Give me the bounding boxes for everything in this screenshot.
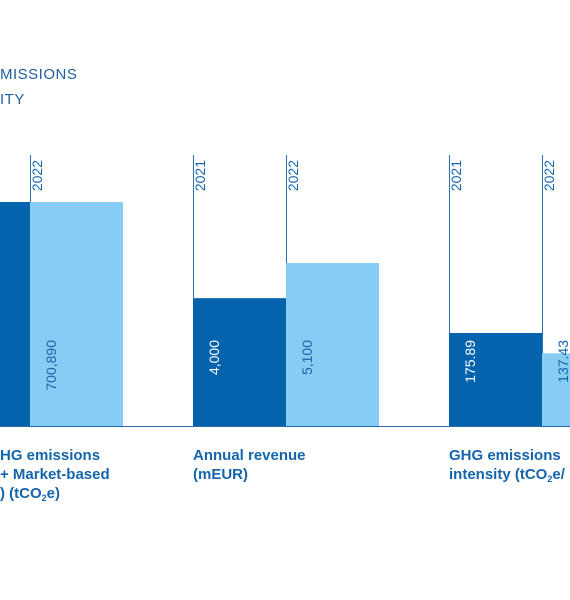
caption-line: GHG emissions [449, 447, 561, 464]
year-label: 2021 [448, 160, 464, 191]
year-label: 2021 [192, 160, 208, 191]
group-caption: GHG emissions intensity (tCO2e/ [449, 446, 565, 484]
value-label: 137.43 [555, 340, 570, 383]
caption-line: Annual revenue [193, 447, 306, 464]
value-label: 4,000 [206, 340, 222, 375]
year-label: 2022 [29, 160, 45, 191]
bar-2022 [30, 202, 123, 426]
bar-2021 [449, 333, 542, 426]
bar-2022 [542, 353, 570, 426]
caption-line: intensity (tCO2e/ [449, 466, 565, 484]
caption-line: HG emissions [0, 447, 101, 464]
bar-2021 [0, 202, 30, 426]
group-caption: HG emissions + Market-based ) (tCO2e) [0, 446, 110, 503]
group-caption: Annual revenue (mEUR) [193, 446, 306, 484]
value-label: 5,100 [299, 340, 315, 375]
caption-line: ) (tCO2e) [0, 485, 61, 503]
bar-2021 [193, 298, 286, 426]
chart-title-line-2: ITY [0, 91, 25, 108]
value-label: 175.89 [462, 340, 478, 383]
caption-line: (mEUR) [193, 466, 248, 483]
year-label: 2022 [541, 160, 557, 191]
year-label: 2022 [285, 160, 301, 191]
bar-2022 [286, 263, 379, 426]
chart-title-line-1: MISSIONS [0, 66, 78, 83]
caption-line: + Market-based [0, 466, 110, 483]
value-label: 700,890 [43, 340, 59, 391]
